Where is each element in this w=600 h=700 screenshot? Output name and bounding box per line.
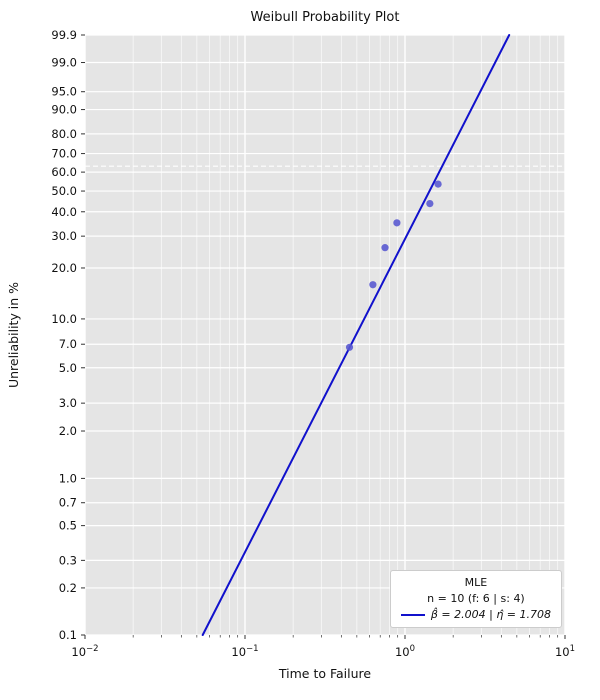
svg-text:0.3: 0.3	[59, 553, 77, 567]
svg-text:5.0: 5.0	[59, 361, 77, 375]
svg-text:2.0: 2.0	[59, 424, 77, 438]
svg-text:50.0: 50.0	[51, 184, 77, 198]
x-axis-label: Time to Failure	[278, 666, 372, 681]
svg-text:90.0: 90.0	[51, 103, 77, 117]
svg-text:10−2: 10−2	[71, 644, 98, 659]
svg-text:10−1: 10−1	[231, 644, 258, 659]
fit-line-swatch-icon	[400, 613, 425, 616]
chart-title: Weibull Probability Plot	[251, 10, 400, 25]
svg-text:0.5: 0.5	[59, 519, 77, 533]
svg-text:0.7: 0.7	[59, 496, 77, 510]
svg-text:80.0: 80.0	[51, 127, 77, 141]
svg-text:101: 101	[555, 644, 575, 659]
chart-plot-area: 99.9 99.0 95.0 90.0 80.0 70.0 60.0 50.0 40.0 30.0…	[51, 28, 575, 659]
svg-text:99.9: 99.9	[51, 28, 77, 42]
svg-text:99.0: 99.0	[51, 56, 77, 70]
svg-text:95.0: 95.0	[51, 85, 77, 99]
legend-entry-fit: β̂ = 2.004 | η̂ = 1.708	[400, 608, 551, 621]
svg-text:20.0: 20.0	[51, 261, 77, 275]
svg-text:0.1: 0.1	[59, 628, 77, 642]
svg-text:1.0: 1.0	[59, 471, 77, 485]
svg-text:3.0: 3.0	[59, 396, 77, 410]
legend-title: MLE	[464, 576, 488, 589]
legend-entry-sample-label: n = 10 (f: 6 | s: 4)	[427, 592, 525, 605]
legend-entry-sample: n = 10 (f: 6 | s: 4)	[401, 592, 551, 605]
svg-text:7.0: 7.0	[59, 337, 77, 351]
svg-text:100: 100	[395, 644, 415, 659]
y-axis-label: Unreliability in %	[6, 282, 21, 388]
svg-text:30.0: 30.0	[51, 229, 77, 243]
svg-text:60.0: 60.0	[51, 165, 77, 179]
svg-text:70.0: 70.0	[51, 147, 77, 161]
svg-text:40.0: 40.0	[51, 205, 77, 219]
svg-text:10.0: 10.0	[51, 312, 77, 326]
svg-text:0.2: 0.2	[59, 581, 77, 595]
legend-entry-fit-label: β̂ = 2.004 | η̂ = 1.708	[430, 608, 551, 621]
chart-legend: MLE n = 10 (f: 6 | s: 4) β̂ = 2.004 | η̂…	[389, 570, 562, 628]
